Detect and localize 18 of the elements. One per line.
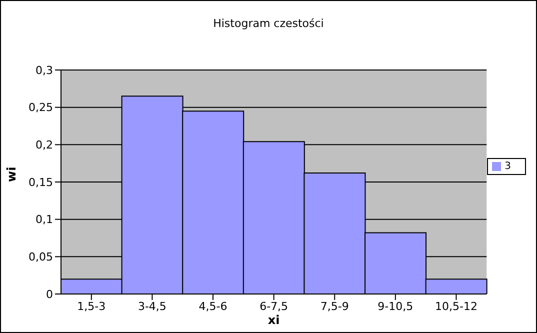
x-tick-label: 9-10,5 bbox=[378, 300, 414, 313]
x-tick-label: 6-7,5 bbox=[260, 300, 288, 313]
y-tick-label: 0,2 bbox=[36, 138, 53, 152]
x-tick-label: 10,5-12 bbox=[434, 300, 478, 313]
y-tick-label: 0,25 bbox=[28, 101, 53, 114]
x-tick-label: 7,5-9 bbox=[320, 300, 349, 313]
x-axis-title: xi bbox=[268, 313, 280, 327]
y-tick-label: 0,15 bbox=[28, 176, 53, 189]
legend-label: 3 bbox=[504, 161, 511, 172]
x-tick-label: 3-4,5 bbox=[138, 300, 166, 313]
y-axis-title: wi bbox=[4, 166, 18, 182]
chart-title: Histogram czestości bbox=[212, 17, 325, 30]
y-tick-label: 0,1 bbox=[36, 213, 53, 226]
y-tick-label: 0,05 bbox=[28, 250, 53, 264]
x-tick-label: 1,5-3 bbox=[77, 300, 106, 313]
y-tick-label: 0,3 bbox=[36, 64, 53, 77]
x-tick-label: 4,5-6 bbox=[198, 300, 228, 313]
y-tick-label: 0 bbox=[46, 288, 53, 301]
